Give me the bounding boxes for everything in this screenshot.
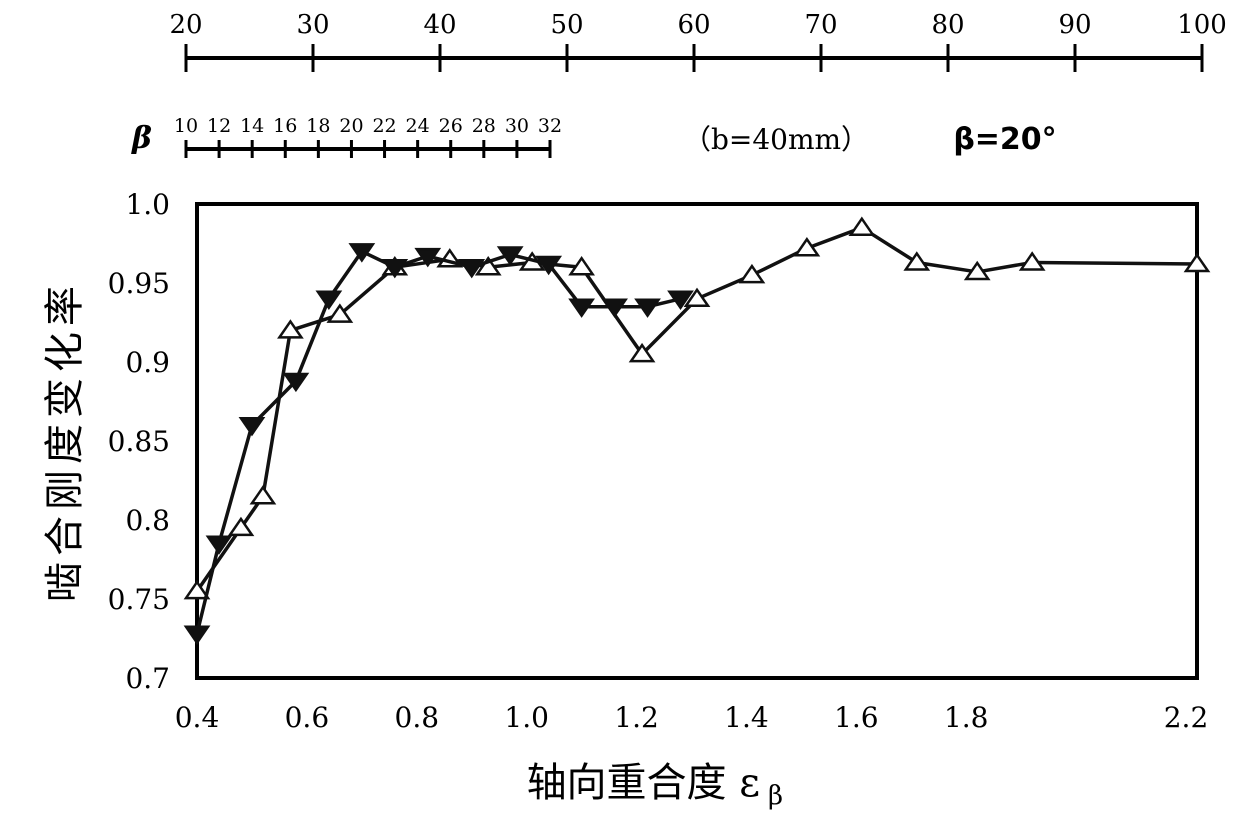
beta-scale-label: 10 <box>174 115 198 137</box>
y-axis-label: 啮合刚度变化率 <box>42 280 88 602</box>
top-scale-label: 80 <box>931 10 964 40</box>
data-point-series-2 <box>667 290 694 311</box>
x-tick-label: 0.8 <box>395 701 440 734</box>
x-tick-label: 1.0 <box>504 701 549 734</box>
data-point-series-1 <box>848 216 876 236</box>
top-scale-label: 50 <box>550 10 583 40</box>
beta-scale-label: 26 <box>439 115 463 137</box>
beta-scale-label: 22 <box>372 115 396 137</box>
x-ticks: 0.4 0.6 0.8 1.0 1.2 1.4 1.6 1.8 2.2 <box>175 701 1209 734</box>
x-tick-label: 1.4 <box>724 701 769 734</box>
beta-scale-label: 32 <box>538 115 562 137</box>
data-point-series-1 <box>683 287 711 308</box>
top-scale-label: 20 <box>169 10 202 40</box>
series-line-1 <box>195 225 1198 593</box>
y-tick-label: 0.8 <box>125 504 170 537</box>
beta-scale-label: 24 <box>406 115 430 137</box>
beta-scale-label: 30 <box>505 115 529 137</box>
data-point-series-1 <box>568 255 595 276</box>
data-point-series-1 <box>474 255 502 276</box>
data-point-series-1 <box>183 579 211 600</box>
y-tick-label: 0.9 <box>125 346 170 379</box>
data-point-series-2 <box>315 290 343 311</box>
y-tick-label: 0.75 <box>108 583 170 616</box>
y-tick-label: 0.95 <box>108 267 170 300</box>
data-point-series-1 <box>227 516 255 537</box>
beta-scale: β 10 12 14 16 18 20 22 24 26 28 30 32 <box>131 115 562 158</box>
y-ticks: 0.7 0.75 0.8 0.85 0.9 0.95 1.0 <box>108 188 170 695</box>
data-point-series-1 <box>1018 251 1046 271</box>
beta-scale-label: 28 <box>472 115 496 137</box>
data-point-series-1 <box>277 319 304 339</box>
data-point-series-1 <box>1183 252 1211 273</box>
top-scale: 20 30 40 50 60 70 80 90 100 <box>169 10 1227 72</box>
y-tick-label: 1.0 <box>125 188 170 221</box>
y-tick-label: 0.7 <box>125 662 170 695</box>
series-line-2 <box>195 249 681 635</box>
data-point-series-2 <box>634 298 661 318</box>
data-point-series-1 <box>249 485 277 505</box>
data-point-series-2 <box>601 298 628 318</box>
plot-frame <box>195 202 1199 680</box>
beta-scale-label: 16 <box>273 115 297 137</box>
data-point-series-2 <box>568 298 595 318</box>
top-scale-label: 90 <box>1058 10 1091 40</box>
data-point-series-2 <box>183 625 211 645</box>
annotation-beta: β=20° <box>953 122 1056 157</box>
beta-scale-label: 12 <box>207 115 231 137</box>
data-point-series-2 <box>458 258 486 279</box>
data-point-series-2 <box>535 255 563 276</box>
x-tick-label: 2.2 <box>1164 701 1209 734</box>
beta-scale-label: 14 <box>240 115 264 137</box>
data-point-series-2 <box>238 416 266 437</box>
x-tick-label: 1.6 <box>834 701 879 734</box>
data-point-series-2 <box>348 243 376 263</box>
top-scale-label: 40 <box>423 10 456 40</box>
top-scale-label: 100 <box>1177 10 1227 40</box>
top-scale-label: 70 <box>804 10 837 40</box>
beta-scale-label: 18 <box>306 115 330 137</box>
x-tick-label: 1.8 <box>944 701 989 734</box>
annotation-b: （b=40mm） <box>683 123 869 156</box>
data-point-series-1 <box>963 260 991 281</box>
data-point-series-1 <box>793 237 821 257</box>
x-axis-label: 轴向重合度 ε <box>527 760 760 806</box>
data-point-series-2 <box>414 247 442 268</box>
top-scale-label: 30 <box>296 10 329 40</box>
data-point-series-2 <box>381 258 409 279</box>
x-axis-label-subscript: β <box>768 781 783 811</box>
data-point-series-1 <box>738 263 766 284</box>
data-point-series-1 <box>326 303 354 323</box>
series-group <box>183 216 1211 645</box>
top-scale-label: 60 <box>677 10 710 40</box>
beta-symbol: β <box>131 121 152 156</box>
data-point-series-2 <box>496 246 524 266</box>
y-tick-label: 0.85 <box>108 425 170 458</box>
beta-scale-label: 20 <box>339 115 363 137</box>
data-point-series-1 <box>903 251 931 271</box>
x-tick-label: 1.2 <box>614 701 659 734</box>
x-tick-label: 0.6 <box>285 701 330 734</box>
data-point-series-1 <box>628 342 656 363</box>
data-point-series-2 <box>282 372 310 393</box>
x-tick-label: 0.4 <box>175 701 220 734</box>
data-point-series-2 <box>205 535 233 555</box>
